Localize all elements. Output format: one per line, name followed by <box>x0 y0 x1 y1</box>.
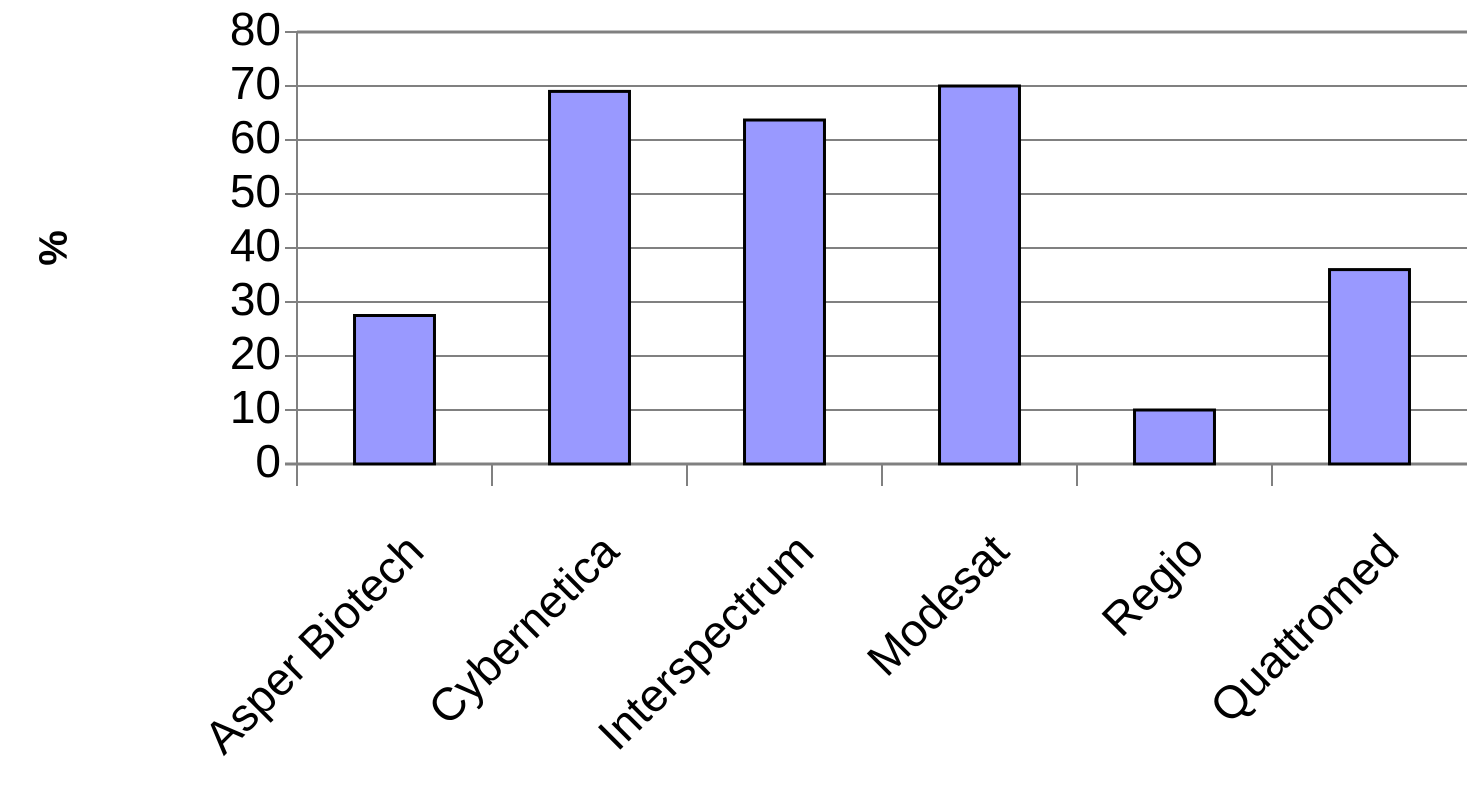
bar-quattromed <box>1328 268 1411 466</box>
x-category-label: Regio <box>1092 524 1214 646</box>
y-tick-label: 0 <box>255 435 281 487</box>
grid-lines <box>297 31 1467 411</box>
bar-regio <box>1133 408 1216 466</box>
bar-modesat <box>938 84 1021 466</box>
x-category-label: Cybernetica <box>418 524 629 735</box>
y-tick-label: 50 <box>230 165 281 217</box>
x-category-label: Quattromed <box>1200 524 1409 733</box>
y-tick-label: 20 <box>230 327 281 379</box>
y-tick-label: 10 <box>230 381 281 433</box>
y-tick-label: 80 <box>230 3 281 55</box>
bar-cybernetica <box>548 89 631 466</box>
bar-asper-biotech <box>353 314 436 466</box>
bars <box>353 84 1411 466</box>
x-category-label: Asper Biotech <box>194 524 433 763</box>
y-tick-label: 30 <box>230 273 281 325</box>
y-tick-label: 60 <box>230 111 281 163</box>
y-axis-label: % <box>32 230 76 266</box>
x-category-label: Modesat <box>857 524 1019 686</box>
bar-interspectrum <box>743 118 826 466</box>
y-tick-label: 70 <box>230 57 281 109</box>
y-tick-label: 40 <box>230 219 281 271</box>
axes <box>285 30 1467 486</box>
